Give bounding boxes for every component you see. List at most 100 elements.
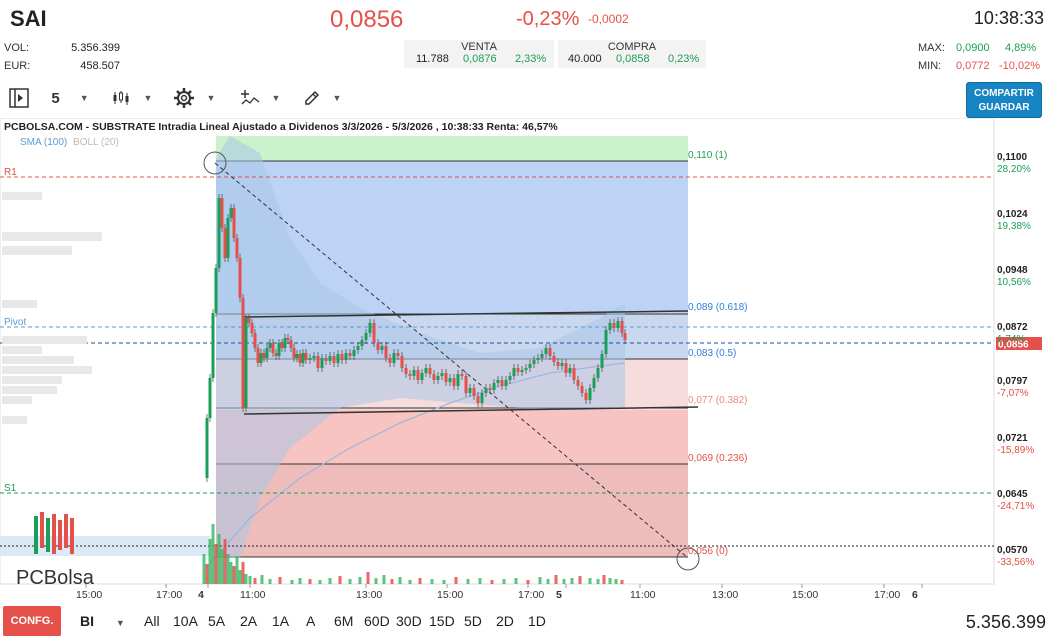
candle-body [289,340,293,348]
candle-body [600,354,604,368]
candle-body [226,218,230,258]
interval-select[interactable]: 5 ▼ [48,86,92,110]
volume-bar [526,580,530,584]
chevron-down-icon: ▼ [332,93,342,103]
candle-body [484,388,488,393]
candle-body [516,368,520,372]
sell-qty: 11.788 [416,53,449,65]
volume-bar [211,524,215,584]
volume-bar [466,579,470,584]
buy-qty: 40.000 [568,53,602,65]
period-6m[interactable]: 6M [334,613,354,629]
min-pct: -10,02% [999,60,1040,72]
candle-body [536,358,540,360]
candle-body [259,353,263,363]
chart-type-select[interactable]: BI ▼ [80,613,125,629]
period-1a[interactable]: 1A [272,613,290,629]
period-2d[interactable]: 2D [496,613,514,629]
anchor-handle-end[interactable] [676,547,700,571]
candle-body [420,373,424,380]
trend-diagonal [214,162,689,559]
legend-sma[interactable]: SMA (100) [20,137,68,148]
anchor-handle-start[interactable] [203,151,227,175]
candle-body [250,323,254,333]
candle-body [304,353,308,360]
period-all[interactable]: All [144,613,160,629]
vol-value: 5.356.399 [71,42,120,54]
buy-price: 0,0858 [616,53,650,65]
chart-type-value: BI [80,613,94,629]
candle-body [332,356,336,363]
period-5d[interactable]: 5D [464,613,482,629]
candle-body [460,374,464,376]
bollinger-band [216,136,625,558]
config-button[interactable]: CONFG. [3,606,61,636]
candle-body [220,198,224,228]
share-save-button[interactable]: COMPARTIR GUARDAR [966,82,1042,118]
candle-body [588,388,592,400]
candle-body [214,268,218,313]
buy-pct: 0,23% [668,53,700,65]
period-30d[interactable]: 30D [396,613,422,629]
volume-bar [223,539,227,584]
candle-body [372,323,376,343]
fib-level-label: 0,077 (0.382) [688,395,748,406]
candle-body [217,198,221,268]
period-60d[interactable]: 60D [364,613,390,629]
period-5a[interactable]: 5A [208,613,226,629]
candle-body [376,343,380,350]
period-10a[interactable]: 10A [173,613,198,629]
plot-border [0,118,995,585]
candle-body [524,368,528,370]
time-tick-label: 17:00 [518,589,544,601]
price-chart[interactable]: PCBolsa 0,0856 0,110028,20%0,102419,38%0… [0,118,1058,602]
volume-bar [374,578,378,584]
period-1d[interactable]: 1D [528,613,546,629]
time-tick-label: 5 [556,589,562,601]
volume-bar [268,579,272,584]
candle-body [556,362,560,366]
current-price-tag-text: 0,0856 [998,340,1029,351]
settings-button[interactable]: ▼ [170,86,218,110]
volume-bar [217,534,221,584]
last-price: 0,0856 [330,6,404,33]
indicators-button[interactable]: ▼ [236,86,284,110]
pcbolsa-logo [34,512,74,554]
period-2a[interactable]: 2A [240,613,258,629]
candle-body [592,378,596,388]
period-15d[interactable]: 15D [429,613,455,629]
volume-bar [260,575,264,584]
period-a[interactable]: A [306,613,316,629]
volume-bar [308,579,312,584]
volume-bar [253,578,257,584]
volume-bar [490,580,494,584]
candle-body [408,374,412,376]
candle-body [576,380,580,386]
candle-body [244,318,248,408]
panel-toggle-button[interactable] [6,86,32,110]
candle-body [572,368,576,380]
chart-style-button[interactable]: ▼ [110,86,154,110]
candle-body [424,368,428,373]
draw-tools-button[interactable]: ▼ [300,86,344,110]
buy-label: COMPRA [607,41,657,53]
candle-body [277,343,281,356]
candle-body [512,368,516,376]
eur-value: 458.507 [80,60,120,72]
candle-body [268,343,272,348]
candle-body [271,343,275,353]
save-label: GUARDAR [978,102,1030,113]
volume-bar [290,580,294,584]
min-price: 0,0772 [956,60,990,72]
candle-body [623,333,627,340]
candle-body [476,396,480,403]
chevron-down-icon: ▼ [143,93,153,103]
candle-body [436,376,440,380]
min-label: MIN: [918,60,942,72]
pivot-label: Pivot [4,317,26,328]
volume-bar [241,562,245,584]
fib-level-label: 0,089 (0.618) [688,302,748,313]
volume-bar [478,578,482,584]
legend-boll[interactable]: BOLL (20) [73,137,119,148]
